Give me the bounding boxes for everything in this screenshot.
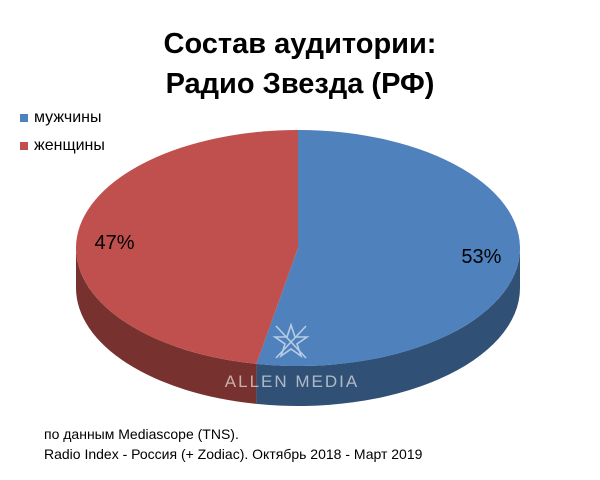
pie-slice-women [76, 130, 298, 364]
pie-slice-men [256, 130, 521, 366]
source-note-line-1: по данным Mediascope (TNS). [44, 426, 239, 442]
chart-title: Состав аудитории: Радио Звезда (РФ) [0, 24, 600, 104]
data-label-women: 47% [95, 232, 135, 254]
source-note: по данным Mediascope (TNS). Radio Index … [44, 424, 422, 464]
legend-item-men: мужчины [20, 104, 105, 132]
pie-wall-men [256, 248, 520, 406]
source-note-line-2: Radio Index - Россия (+ Zodiac). Октябрь… [44, 446, 423, 462]
chart-title-line-1: Состав аудитории: [163, 28, 437, 60]
pie-wall-women [76, 248, 257, 404]
data-label-men: 53% [461, 246, 501, 268]
allen-media-logo-icon [272, 322, 310, 359]
pie-walls [76, 248, 520, 406]
legend-label-women: женщины [34, 137, 105, 154]
legend-swatch-men [20, 114, 28, 122]
chart-title-line-2: Радио Звезда (РФ) [165, 68, 435, 100]
data-labels: 53% 47% [95, 232, 502, 268]
legend-item-women: женщины [20, 132, 105, 160]
legend: мужчины женщины [20, 104, 105, 160]
watermark: ALLEN MEDIA [225, 322, 359, 391]
watermark-text: ALLEN MEDIA [225, 372, 359, 391]
legend-swatch-women [20, 142, 28, 150]
legend-label-men: мужчины [34, 109, 102, 126]
pie-slices [76, 130, 521, 366]
